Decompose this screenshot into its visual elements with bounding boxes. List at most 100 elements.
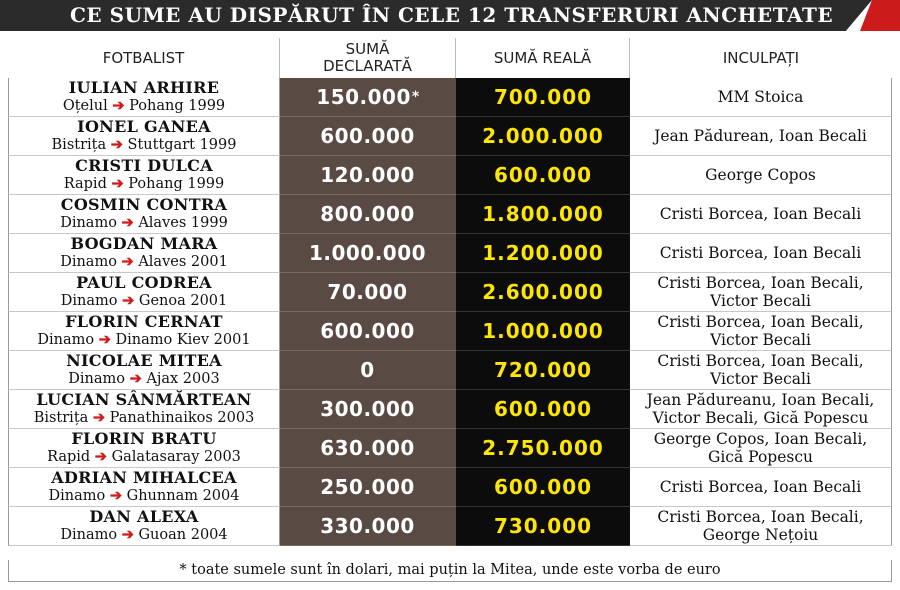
declared-amount: 600.000 — [320, 319, 415, 343]
real-amount-cell: 1.800.000 — [456, 195, 630, 234]
real-amount: 1.000.000 — [482, 319, 604, 343]
real-amount-cell: 2.750.000 — [456, 429, 630, 468]
right-arrow-icon: ➔ — [121, 526, 134, 543]
real-amount-cell: 1.200.000 — [456, 234, 630, 273]
player-cell: ADRIAN MIHALCEA Dinamo ➔ Ghunnam 2004 — [8, 468, 280, 507]
right-arrow-icon: ➔ — [110, 136, 123, 153]
accused-cell: Cristi Borcea, Ioan Becali, Victor Becali — [630, 312, 892, 351]
accused-line: Cristi Borcea, Ioan Becali, — [657, 508, 864, 526]
accused-cell: Cristi Borcea, Ioan Becali — [630, 468, 892, 507]
right-arrow-icon: ➔ — [98, 331, 111, 348]
title-banner: CE SUME AU DISPĂRUT ÎN CELE 12 TRANSFERU… — [0, 0, 900, 31]
transfer-route: Bistrița ➔ Panathinaikos 2003 — [34, 409, 255, 427]
accused-line: Cristi Borcea, Ioan Becali, — [657, 274, 864, 292]
transfer-to: Alaves 2001 — [138, 254, 228, 270]
player-name: BOGDAN MARA — [70, 234, 218, 253]
real-amount: 720.000 — [493, 358, 593, 382]
transfer-to: Panathinaikos 2003 — [109, 410, 255, 426]
transfer-to: Ajax 2003 — [146, 371, 220, 387]
declared-amount: 800.000 — [320, 202, 415, 226]
accused-cell: Cristi Borcea, Ioan Becali — [630, 234, 892, 273]
declared-amount-cell: 630.000 — [280, 429, 456, 468]
real-amount: 700.000 — [493, 85, 593, 109]
accused-line: Cristi Borcea, Ioan Becali — [659, 205, 862, 223]
declared-amount-cell: 600.000 — [280, 312, 456, 351]
accused-cell: Jean Pădurean, Ioan Becali — [630, 117, 892, 156]
player-cell: BOGDAN MARA Dinamo ➔ Alaves 2001 — [8, 234, 280, 273]
real-amount: 2.000.000 — [482, 124, 604, 148]
declared-amount-cell: 600.000 — [280, 117, 456, 156]
transfer-route: Dinamo ➔ Guoan 2004 — [60, 526, 227, 544]
right-arrow-icon: ➔ — [121, 253, 134, 270]
transfer-to: Galatasaray 2003 — [111, 449, 241, 465]
real-amount-cell: 720.000 — [456, 351, 630, 390]
title-banner-background — [0, 0, 872, 31]
player-cell: NICOLAE MITEA Dinamo ➔ Ajax 2003 — [8, 351, 280, 390]
transfer-from: Dinamo — [60, 254, 117, 270]
player-name: IONEL GANEA — [77, 117, 211, 136]
transfer-from: Bistrița — [51, 137, 107, 153]
real-amount: 600.000 — [493, 163, 593, 187]
accused-line: Victor Becali — [710, 370, 811, 388]
player-name: DAN ALEXA — [89, 507, 199, 526]
accused-cell: Jean Pădureanu, Ioan Becali, Victor Becal… — [630, 390, 892, 429]
real-amount-cell: 700.000 — [456, 78, 630, 117]
accused-cell: George Copos — [630, 156, 892, 195]
declared-amount-cell: 120.000 — [280, 156, 456, 195]
table-header-row: FOTBALIST SUMĂ DECLARATĂ SUMĂ REALĂ INCU… — [8, 38, 892, 78]
transfer-route: Oțelul ➔ Pohang 1999 — [63, 97, 225, 115]
accused-line: Cristi Borcea, Ioan Becali, — [657, 352, 864, 370]
accused-line: George Nețoiu — [702, 526, 819, 544]
right-arrow-icon: ➔ — [112, 97, 125, 114]
transfer-from: Dinamo — [68, 371, 126, 387]
player-name: COSMIN CONTRA — [60, 195, 228, 214]
accused-cell: Cristi Borcea, Ioan Becali — [630, 195, 892, 234]
transfer-from: Dinamo — [60, 293, 118, 309]
transfer-route: Dinamo ➔ Ajax 2003 — [68, 370, 219, 388]
accused-line: George Copos — [705, 166, 816, 184]
transfer-to: Genoa 2001 — [138, 293, 228, 309]
accused-line: Victor Becali, Gică Popescu — [652, 409, 869, 427]
player-name: NICOLAE MITEA — [66, 351, 222, 370]
accused-line: Victor Becali — [710, 331, 811, 349]
table-body: IULIAN ARHIRE Oțelul ➔ Pohang 1999 150.000… — [8, 78, 892, 546]
real-amount: 730.000 — [493, 514, 593, 538]
transfer-from: Bistrița — [33, 410, 89, 426]
player-cell: IONEL GANEA Bistrița ➔ Stuttgart 1999 — [8, 117, 280, 156]
real-amount: 1.800.000 — [482, 202, 604, 226]
player-name: FLORIN CERNAT — [65, 312, 223, 331]
transfer-to: Stuttgart 1999 — [127, 137, 237, 153]
right-arrow-icon: ➔ — [111, 175, 124, 192]
real-amount-cell: 600.000 — [456, 156, 630, 195]
declared-amount: 600.000 — [320, 124, 415, 148]
declared-amount: 1.000.000 — [308, 241, 427, 265]
transfer-from: Rapid — [47, 449, 91, 465]
real-amount: 600.000 — [493, 397, 593, 421]
footnote: * toate sumele sunt în dolari, mai puțin… — [8, 560, 892, 582]
transfer-to: Pohang 1999 — [129, 98, 226, 114]
transfer-from: Dinamo — [48, 488, 106, 504]
declared-amount-cell: 250.000 — [280, 468, 456, 507]
page-title: CE SUME AU DISPĂRUT ÎN CELE 12 TRANSFERU… — [70, 3, 834, 27]
player-cell: COSMIN CONTRA Dinamo ➔ Alaves 1999 — [8, 195, 280, 234]
declared-amount-cell: 70.000 — [280, 273, 456, 312]
declared-amount-cell: 330.000 — [280, 507, 456, 546]
transfer-route: Bistrița ➔ Stuttgart 1999 — [52, 136, 237, 154]
transfer-from: Dinamo — [60, 527, 118, 543]
right-arrow-icon: ➔ — [122, 292, 135, 309]
player-cell: IULIAN ARHIRE Oțelul ➔ Pohang 1999 — [8, 78, 280, 117]
declared-amount-cell: 300.000 — [280, 390, 456, 429]
player-name: CRISTI DULCA — [75, 156, 213, 175]
declared-amount: 0 — [360, 358, 375, 382]
header-declared: SUMĂ DECLARATĂ — [280, 38, 456, 78]
accused-line: Cristi Borcea, Ioan Becali, — [657, 313, 864, 331]
accused-line: Cristi Borcea, Ioan Becali — [659, 244, 862, 262]
player-cell: FLORIN BRATU Rapid ➔ Galatasaray 2003 — [8, 429, 280, 468]
right-arrow-icon: ➔ — [92, 409, 106, 426]
transfers-table: FOTBALIST SUMĂ DECLARATĂ SUMĂ REALĂ INCU… — [8, 38, 892, 546]
player-name: IULIAN ARHIRE — [68, 78, 220, 97]
transfer-route: Dinamo ➔ Genoa 2001 — [61, 292, 228, 310]
right-arrow-icon: ➔ — [121, 214, 134, 231]
transfer-from: Oțelul — [62, 98, 108, 114]
declared-amount-cell: 800.000 — [280, 195, 456, 234]
